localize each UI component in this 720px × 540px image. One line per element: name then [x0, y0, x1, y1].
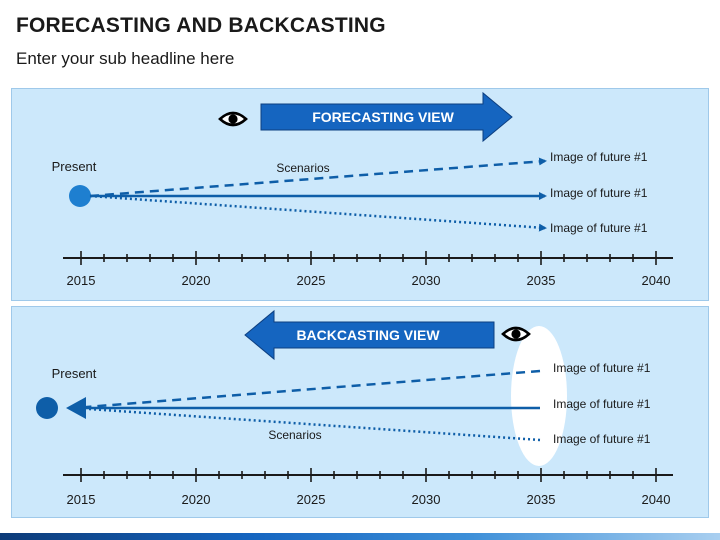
forecasting-panel: FORECASTING VIEW Present Scenarios Image… [11, 88, 709, 301]
present-label: Present [52, 159, 97, 174]
present-label: Present [52, 366, 97, 381]
backcasting-diagram: BACKCASTING VIEW Present Scenarios Image… [36, 309, 673, 507]
timeline-year-label: 2025 [297, 273, 326, 288]
future-label: Image of future #1 [553, 361, 651, 375]
scenario-line-dashed [89, 157, 547, 198]
timeline-ticks [80, 468, 657, 482]
backcasting-view-arrow [244, 309, 495, 361]
forecasting-view-arrow [260, 91, 513, 143]
scenarios-label: Scenarios [268, 428, 321, 442]
timeline-year-label: 2040 [642, 273, 671, 288]
scenario-line-dashed [73, 369, 541, 410]
backcasting-panel: BACKCASTING VIEW Present Scenarios Image… [11, 306, 709, 518]
future-label: Image of future #1 [550, 150, 648, 164]
scenarios-label: Scenarios [276, 161, 329, 175]
timeline-ticks [80, 251, 657, 265]
timeline-year-label: 2035 [527, 273, 556, 288]
forecasting-view-label: FORECASTING VIEW [312, 109, 454, 125]
timeline-year-label: 2025 [297, 492, 326, 507]
future-label: Image of future #1 [550, 221, 648, 235]
timeline-year-label: 2035 [527, 492, 556, 507]
timeline-year-label: 2040 [642, 492, 671, 507]
future-label: Image of future #1 [553, 397, 651, 411]
future-highlight-ellipse [511, 326, 567, 466]
timeline-year-label: 2030 [412, 492, 441, 507]
eye-icon [218, 111, 248, 127]
forecasting-diagram: FORECASTING VIEW Present Scenarios Image… [52, 91, 673, 288]
timeline-year-label: 2020 [182, 492, 211, 507]
timeline-year-label: 2030 [412, 273, 441, 288]
future-label: Image of future #1 [553, 432, 651, 446]
present-dot [36, 397, 58, 419]
page-title: FORECASTING AND BACKCASTING [16, 14, 386, 37]
timeline-year-label: 2015 [67, 492, 96, 507]
page-subtitle: Enter your sub headline here [16, 49, 235, 68]
backcasting-arrowhead [66, 397, 86, 419]
eye-icon [501, 326, 531, 342]
footer-accent-bar [0, 533, 720, 540]
scenario-line-dotted [89, 194, 547, 232]
timeline-year-label: 2015 [67, 273, 96, 288]
timeline-year-label: 2020 [182, 273, 211, 288]
future-label: Image of future #1 [550, 186, 648, 200]
backcasting-view-label: BACKCASTING VIEW [296, 327, 440, 343]
present-dot [69, 185, 91, 207]
